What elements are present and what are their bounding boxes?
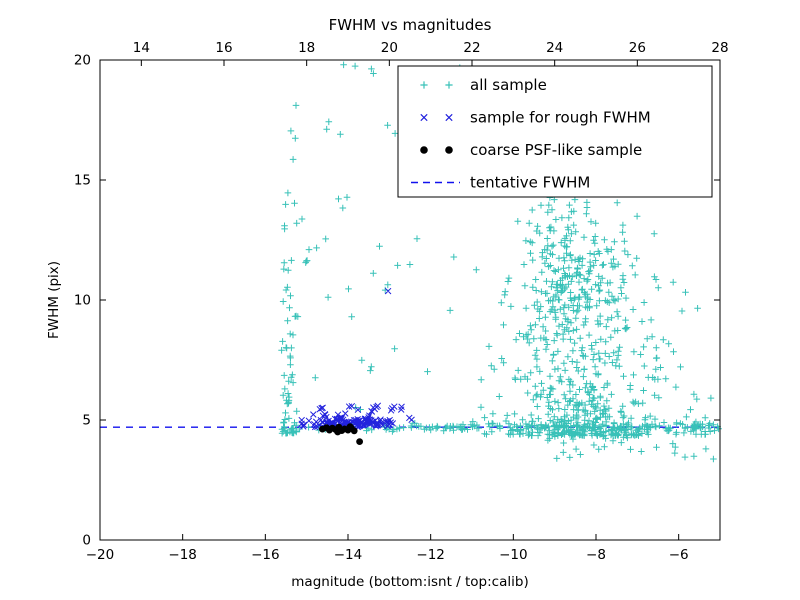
scatter-cross-markers bbox=[298, 287, 415, 432]
x-bottom-tick-label: −20 bbox=[86, 547, 115, 563]
legend-plus-icon bbox=[420, 81, 428, 89]
y-axis-label: FWHM (pix) bbox=[46, 261, 62, 339]
legend-label: sample for rough FWHM bbox=[470, 109, 651, 127]
x-bottom-tick-label: −6 bbox=[669, 547, 689, 563]
y-tick-label: 10 bbox=[74, 293, 91, 309]
x-top-tick-label: 22 bbox=[463, 40, 480, 56]
legend-entry-cross: sample for rough FWHM bbox=[420, 109, 651, 127]
legend-plus-icon bbox=[445, 81, 453, 89]
x-bottom-tick-label: −12 bbox=[416, 547, 445, 563]
psf-dot-marker bbox=[356, 438, 363, 445]
series-sample-for-rough-fwhm bbox=[298, 287, 415, 432]
plot-frame bbox=[99, 59, 721, 541]
legend: all sample sample for rough FWHM coarse PS… bbox=[397, 65, 713, 198]
x-top-tick-label: 28 bbox=[711, 40, 728, 56]
x-bottom-tick-label: −14 bbox=[334, 547, 363, 563]
x-top-tick-label: 24 bbox=[546, 40, 563, 56]
x-bottom-tick-label: −16 bbox=[251, 547, 280, 563]
axis-ticks: −20 −18 −16 −14 −12 −10 −8 −6 14 16 18 20 22 24 26 28 0 5… bbox=[74, 40, 729, 563]
legend-box bbox=[397, 65, 713, 198]
legend-cross-icon bbox=[420, 113, 428, 122]
y-tick-label: 20 bbox=[74, 53, 91, 69]
y-tick-label: 0 bbox=[82, 533, 91, 549]
chart-title: FWHM vs magnitudes bbox=[329, 16, 492, 34]
scatter-plus-markers bbox=[278, 61, 722, 463]
y-tick-label: 15 bbox=[74, 173, 91, 189]
x-top-tick-label: 26 bbox=[629, 40, 646, 56]
legend-label: all sample bbox=[470, 76, 547, 94]
series-all-sample bbox=[278, 61, 722, 463]
x-bottom-tick-label: −10 bbox=[499, 547, 528, 563]
scatter-points bbox=[100, 61, 722, 463]
x-bottom-tick-label: −18 bbox=[168, 547, 197, 563]
x-axis-label: magnitude (bottom:isnt / top:calib) bbox=[291, 574, 528, 590]
x-top-tick-label: 16 bbox=[215, 40, 232, 56]
legend-label: coarse PSF-like sample bbox=[470, 141, 642, 159]
y-tick-label: 5 bbox=[82, 413, 91, 429]
x-top-tick-label: 20 bbox=[381, 40, 398, 56]
legend-dot-icon bbox=[420, 146, 428, 154]
x-bottom-tick-label: −8 bbox=[586, 547, 606, 563]
legend-dot-icon bbox=[445, 146, 453, 154]
legend-cross-icon bbox=[445, 113, 453, 122]
series-coarse-psf-like-sample bbox=[319, 423, 363, 445]
x-top-tick-label: 14 bbox=[133, 40, 150, 56]
legend-entry-dashed-line: tentative FWHM bbox=[411, 174, 590, 192]
legend-entry-dot: coarse PSF-like sample bbox=[420, 141, 642, 159]
legend-entry-plus: all sample bbox=[420, 76, 547, 94]
legend-label: tentative FWHM bbox=[470, 174, 590, 192]
x-top-tick-label: 18 bbox=[298, 40, 315, 56]
psf-dot-marker bbox=[350, 427, 358, 435]
